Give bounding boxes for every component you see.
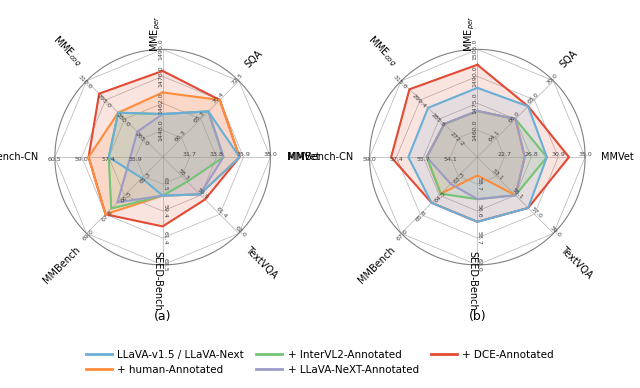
Text: 63.5: 63.5 bbox=[163, 258, 167, 272]
Text: MMBench-CN: MMBench-CN bbox=[288, 152, 353, 162]
Text: MME$_{per}$: MME$_{per}$ bbox=[463, 15, 477, 52]
Text: MME$_{cog}$: MME$_{cog}$ bbox=[364, 33, 400, 69]
Polygon shape bbox=[427, 111, 547, 199]
Text: 70.4: 70.4 bbox=[212, 92, 225, 105]
Text: 1448.0: 1448.0 bbox=[158, 120, 163, 141]
Text: 265.0: 265.0 bbox=[134, 132, 150, 147]
Text: 33.8: 33.8 bbox=[210, 152, 223, 158]
Text: SQA: SQA bbox=[558, 48, 579, 69]
Text: 59.0: 59.0 bbox=[75, 157, 89, 162]
Polygon shape bbox=[427, 111, 525, 195]
Text: 30.9: 30.9 bbox=[551, 152, 565, 158]
Text: 1476.0: 1476.0 bbox=[158, 66, 163, 87]
Text: SEED-Bench: SEED-Bench bbox=[153, 251, 163, 311]
Text: 66.5: 66.5 bbox=[120, 190, 132, 203]
Text: 1475.0: 1475.0 bbox=[473, 92, 477, 114]
Text: 54.1: 54.1 bbox=[444, 157, 457, 162]
Text: TextVQA: TextVQA bbox=[558, 245, 594, 281]
Text: 35.0: 35.0 bbox=[579, 152, 592, 158]
Text: 53.1: 53.1 bbox=[492, 168, 504, 181]
Text: 57.4: 57.4 bbox=[390, 157, 403, 162]
Text: 66.3: 66.3 bbox=[173, 130, 187, 143]
Text: SEED-Bench: SEED-Bench bbox=[467, 251, 477, 311]
Text: 61.4: 61.4 bbox=[214, 206, 228, 219]
Text: 68.3: 68.3 bbox=[193, 111, 206, 124]
Text: 60.5: 60.5 bbox=[48, 157, 61, 162]
Text: 69.0: 69.0 bbox=[81, 228, 95, 241]
Text: MME$_{cog}$: MME$_{cog}$ bbox=[49, 33, 85, 69]
Text: (b): (b) bbox=[468, 310, 486, 323]
Text: 66.0: 66.0 bbox=[508, 111, 520, 124]
Text: 63.0: 63.0 bbox=[477, 258, 482, 272]
Text: TextVQA: TextVQA bbox=[243, 245, 279, 281]
Text: 295.0: 295.0 bbox=[96, 94, 112, 109]
Text: 67.8: 67.8 bbox=[100, 209, 114, 222]
Text: 65.3: 65.3 bbox=[138, 171, 152, 184]
Text: 70.0: 70.0 bbox=[545, 73, 559, 86]
Text: MMVet: MMVet bbox=[287, 152, 319, 162]
Text: 1462.0: 1462.0 bbox=[158, 92, 163, 114]
Text: 63.3: 63.3 bbox=[453, 171, 467, 184]
Text: 26.8: 26.8 bbox=[524, 152, 538, 158]
Text: 310.0: 310.0 bbox=[77, 74, 93, 90]
Text: 67.0: 67.0 bbox=[396, 228, 410, 241]
Text: 55.7: 55.7 bbox=[417, 157, 430, 162]
Text: 59.0: 59.0 bbox=[548, 225, 562, 239]
Polygon shape bbox=[427, 111, 525, 199]
Text: MMBench: MMBench bbox=[42, 245, 82, 286]
Legend: LLaVA-v1.5 / LLaVA-Next, + human-Annotated, + InterVL2-Annotated, + LLaVA-NeXT-A: LLaVA-v1.5 / LLaVA-Next, + human-Annotat… bbox=[82, 345, 558, 379]
Text: MMBench: MMBench bbox=[356, 245, 397, 286]
Text: 64.1: 64.1 bbox=[488, 130, 502, 143]
Polygon shape bbox=[408, 88, 547, 222]
Text: 65.8: 65.8 bbox=[415, 209, 428, 222]
Text: 59.0: 59.0 bbox=[363, 157, 376, 162]
Text: 59.9: 59.9 bbox=[196, 187, 209, 200]
Text: 57.0: 57.0 bbox=[529, 206, 543, 219]
Text: 64.5: 64.5 bbox=[434, 190, 447, 203]
Text: 58.3: 58.3 bbox=[177, 168, 190, 181]
Polygon shape bbox=[391, 65, 569, 222]
Text: 56.6: 56.6 bbox=[477, 204, 482, 218]
Polygon shape bbox=[117, 111, 223, 203]
Text: 1490.0: 1490.0 bbox=[473, 66, 477, 87]
Polygon shape bbox=[88, 71, 239, 227]
Polygon shape bbox=[88, 92, 239, 214]
Text: SQA: SQA bbox=[243, 48, 265, 69]
Text: 280.0: 280.0 bbox=[115, 113, 131, 128]
Text: 68.0: 68.0 bbox=[526, 92, 540, 105]
Text: 31.7: 31.7 bbox=[182, 152, 196, 158]
Text: 61.4: 61.4 bbox=[163, 231, 167, 245]
Text: MMVet: MMVet bbox=[602, 152, 634, 162]
Text: 35.9: 35.9 bbox=[237, 152, 250, 158]
Polygon shape bbox=[109, 111, 239, 196]
Text: 272.2: 272.2 bbox=[449, 132, 465, 148]
Text: 62.0: 62.0 bbox=[234, 225, 247, 239]
Text: MMBench-CN: MMBench-CN bbox=[0, 152, 38, 162]
Text: 59.4: 59.4 bbox=[163, 204, 167, 218]
Text: 1505.0: 1505.0 bbox=[473, 39, 477, 60]
Text: 299.4: 299.4 bbox=[410, 94, 427, 110]
Text: 285.8: 285.8 bbox=[429, 113, 445, 128]
Text: 22.7: 22.7 bbox=[497, 152, 511, 158]
Text: 63.5: 63.5 bbox=[163, 177, 167, 191]
Text: 1490.0: 1490.0 bbox=[158, 38, 163, 60]
Text: 57.4: 57.4 bbox=[102, 157, 116, 162]
Text: 38.0: 38.0 bbox=[264, 152, 277, 158]
Text: 58.7: 58.7 bbox=[477, 231, 482, 245]
Text: 1460.0: 1460.0 bbox=[473, 120, 477, 141]
Text: MME$_{per}$: MME$_{per}$ bbox=[148, 15, 163, 52]
Polygon shape bbox=[109, 111, 223, 209]
Text: 58.7: 58.7 bbox=[477, 177, 482, 191]
Text: 315.0: 315.0 bbox=[392, 74, 408, 90]
Text: 55.1: 55.1 bbox=[510, 187, 524, 200]
Text: 55.9: 55.9 bbox=[129, 157, 143, 162]
Text: (a): (a) bbox=[154, 310, 172, 323]
Text: 72.5: 72.5 bbox=[230, 73, 244, 86]
